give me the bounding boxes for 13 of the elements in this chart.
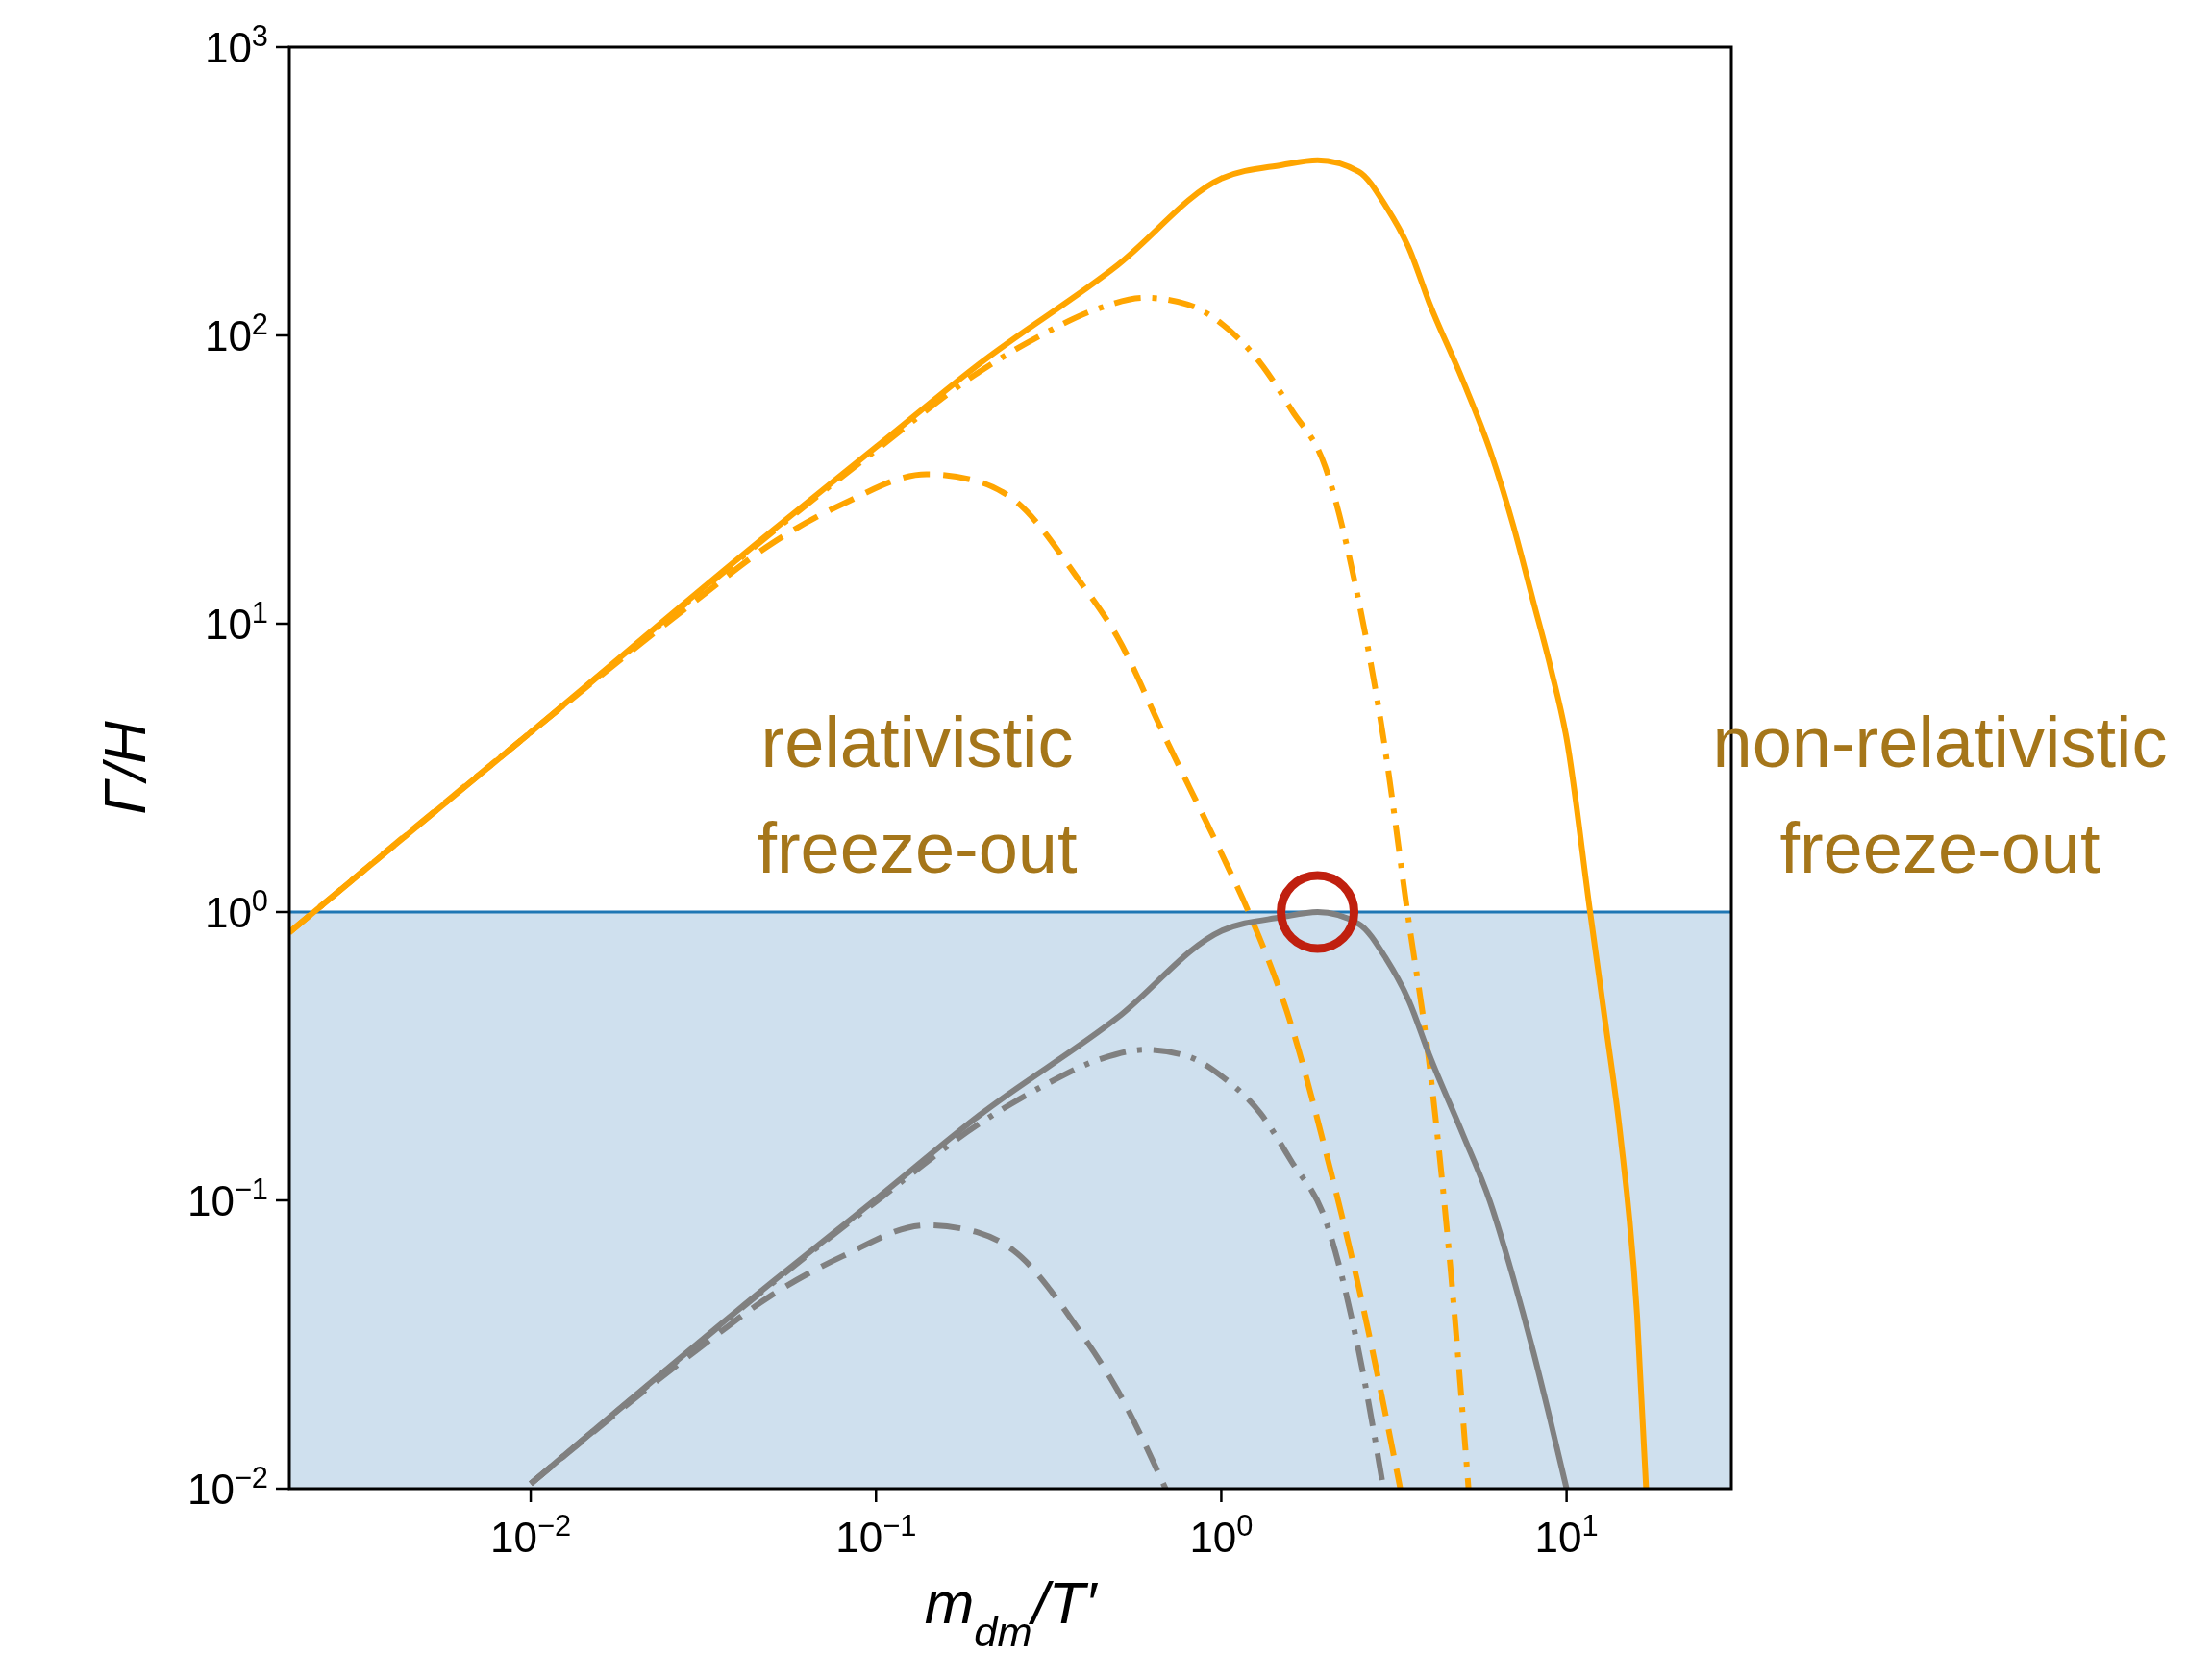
annotation: relativistic freeze-out [757, 703, 1079, 888]
x-tick-label: 10$^{−1}$ [835, 1508, 917, 1561]
y-tick-label: 10$^{0}$ [204, 883, 268, 936]
x-tick-label: 10$^{−2}$ [490, 1508, 572, 1561]
y-tick-label: 10$^{−1}$ [186, 1172, 268, 1224]
y-axis-title: Γ/H [91, 721, 158, 815]
x-tick-label: 10$^{0}$ [1189, 1508, 1254, 1561]
x-tick-label: 10$^{1}$ [1534, 1508, 1599, 1561]
x-axis-title: m$_{dm}$/T′ [924, 1569, 1099, 1655]
y-tick-label: 10$^{2}$ [204, 307, 268, 359]
y-tick-label: 10$^{1}$ [204, 595, 268, 648]
y-tick-label: 10$^{3}$ [204, 18, 268, 71]
y-tick-label: 10$^{−2}$ [186, 1460, 268, 1513]
